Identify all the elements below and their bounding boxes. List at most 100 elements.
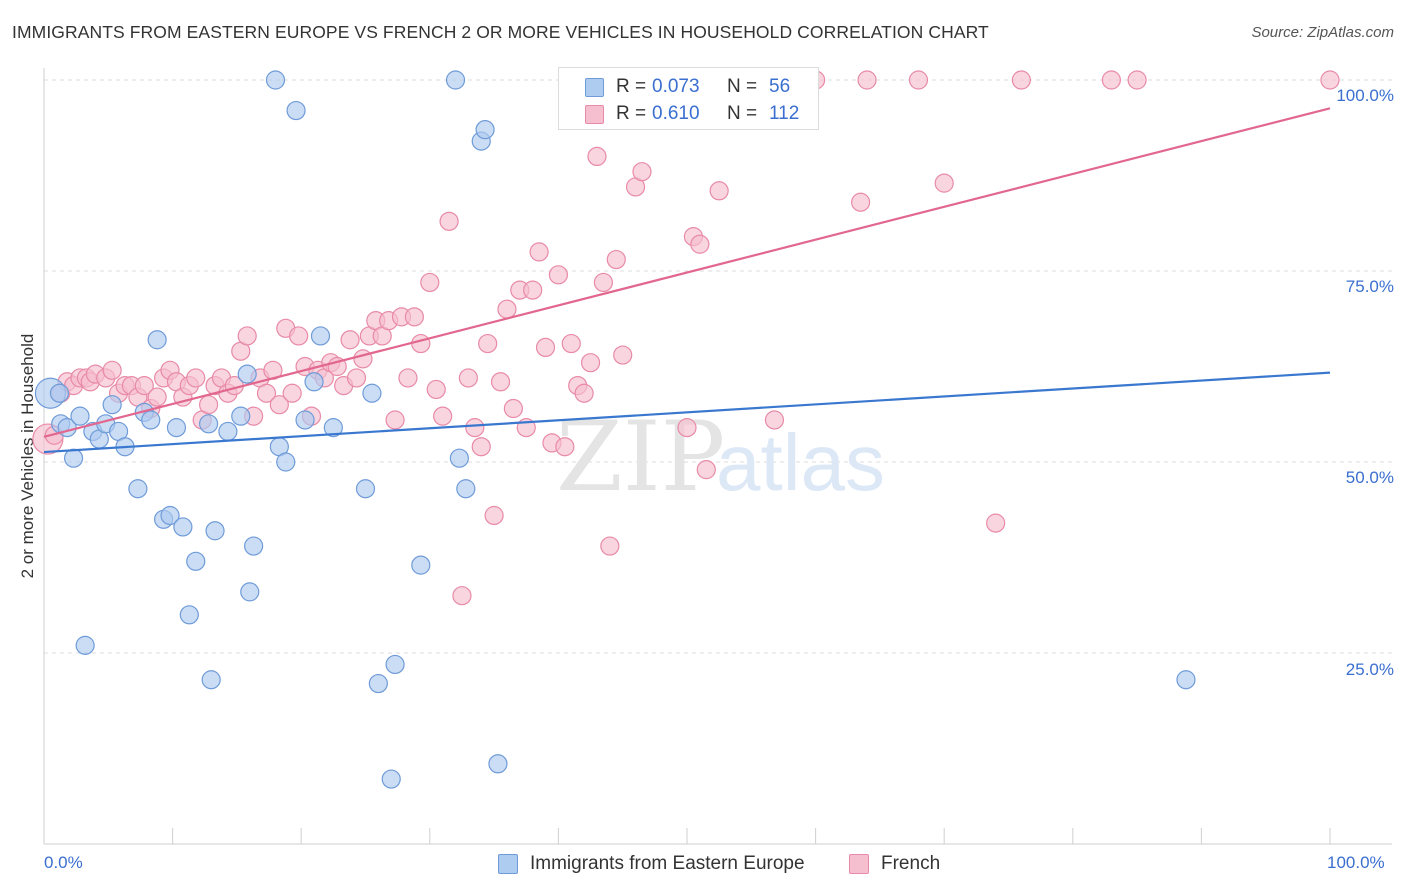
eastern-europe-point <box>449 448 469 468</box>
y-tick-label-100: 100.0% <box>1336 86 1394 105</box>
french-point <box>580 353 601 373</box>
eastern-europe-point <box>411 555 431 575</box>
french-point <box>555 437 575 457</box>
eastern-europe-point <box>1176 670 1196 690</box>
eastern-europe-point <box>385 654 405 675</box>
french-point <box>452 586 472 606</box>
french-point <box>1011 70 1031 90</box>
watermark-atlas: atlas <box>716 418 885 507</box>
french-point <box>535 337 556 357</box>
french-point <box>465 418 485 438</box>
eastern-europe-point <box>199 414 219 434</box>
eastern-europe-point <box>75 635 95 655</box>
french-point <box>529 242 549 262</box>
french-point <box>1127 70 1147 90</box>
blue-swatch-icon <box>585 78 604 97</box>
axes <box>43 68 1392 845</box>
eastern-europe-point <box>173 517 193 537</box>
french-point <box>256 383 277 403</box>
french-point <box>632 162 652 182</box>
french-point <box>346 368 367 388</box>
eastern-europe-point <box>240 582 260 602</box>
french-point <box>147 387 167 407</box>
x-tick-label-100: 100.0% <box>1327 853 1385 872</box>
r-key: R = <box>616 103 647 124</box>
r-value: 0.610 <box>652 103 700 124</box>
series-legend: Immigrants from Eastern Europe French <box>0 851 1406 879</box>
french-point <box>471 437 491 457</box>
french-point <box>523 280 543 300</box>
eastern-europe-point <box>166 418 187 438</box>
french-points <box>32 70 1340 606</box>
eastern-europe-points <box>34 70 1196 789</box>
french-point <box>439 211 459 231</box>
eastern-europe-point <box>179 605 199 625</box>
french-point <box>458 368 478 388</box>
y-tick-label-50: 50.0% <box>1345 468 1394 487</box>
french-point <box>411 333 431 354</box>
french-point <box>690 234 710 254</box>
french-point <box>613 345 633 365</box>
eastern-europe-point <box>160 505 180 526</box>
french-point <box>503 398 523 419</box>
legend-label: Immigrants from Eastern Europe <box>530 853 805 874</box>
n-key: N = <box>727 103 758 124</box>
french-point <box>398 368 418 388</box>
blue-swatch-icon <box>498 854 518 874</box>
stats-row-pink: R = 0.610 N = 112 <box>559 101 818 129</box>
eastern-europe-point <box>231 406 251 426</box>
x-tick-label-0: 0.0% <box>44 853 83 872</box>
eastern-europe-point <box>70 406 90 426</box>
french-point <box>385 410 405 430</box>
french-point <box>102 360 122 380</box>
french-point <box>484 505 504 526</box>
french-point <box>548 265 569 285</box>
french-point <box>289 326 309 346</box>
eastern-europe-point <box>362 383 382 403</box>
eastern-europe-point <box>456 479 476 499</box>
eastern-europe-point <box>128 479 148 499</box>
french-point <box>1320 70 1340 90</box>
chart-title: IMMIGRANTS FROM EASTERN EUROPE VS FRENCH… <box>12 22 989 42</box>
eastern-europe-point <box>488 754 508 774</box>
eastern-europe-point <box>218 421 238 442</box>
eastern-europe-point <box>304 372 324 392</box>
eastern-europe-point <box>310 326 331 346</box>
eastern-europe-point <box>265 70 286 90</box>
french-point <box>134 376 154 396</box>
french-point <box>677 418 697 438</box>
stats-legend: R = 0.073 N = 56 R = 0.610 N = 112 <box>558 67 819 130</box>
french-point <box>986 513 1006 533</box>
french-point <box>497 299 517 319</box>
trend-lines <box>43 107 1331 454</box>
eastern-europe-point <box>381 769 401 789</box>
french-point <box>574 383 594 403</box>
eastern-europe-point <box>49 383 70 403</box>
eastern-europe-point <box>147 330 167 350</box>
french-point <box>934 173 954 193</box>
n-value: 56 <box>769 76 791 97</box>
pink-swatch-icon <box>849 854 869 874</box>
n-value: 112 <box>769 103 800 124</box>
zipatlas-watermark: ZIP atlas <box>556 401 885 513</box>
eastern-europe-point <box>141 410 161 430</box>
french-point <box>1101 70 1121 90</box>
french-trend-line <box>43 107 1331 438</box>
french-point <box>709 181 729 201</box>
french-point <box>282 383 302 403</box>
eastern-europe-point <box>323 418 343 438</box>
french-point <box>561 333 581 354</box>
french-point <box>696 460 716 480</box>
eastern-europe-point <box>201 670 221 690</box>
eastern-europe-point <box>237 364 257 384</box>
french-point <box>340 330 360 350</box>
french-point <box>490 372 511 392</box>
french-point <box>908 70 929 90</box>
french-point <box>269 395 289 415</box>
pink-swatch-icon <box>585 105 604 124</box>
y-tick-label-25: 25.0% <box>1345 660 1394 679</box>
eastern-europe-point <box>355 479 376 499</box>
french-point <box>857 70 877 90</box>
eastern-europe-point <box>475 120 495 140</box>
